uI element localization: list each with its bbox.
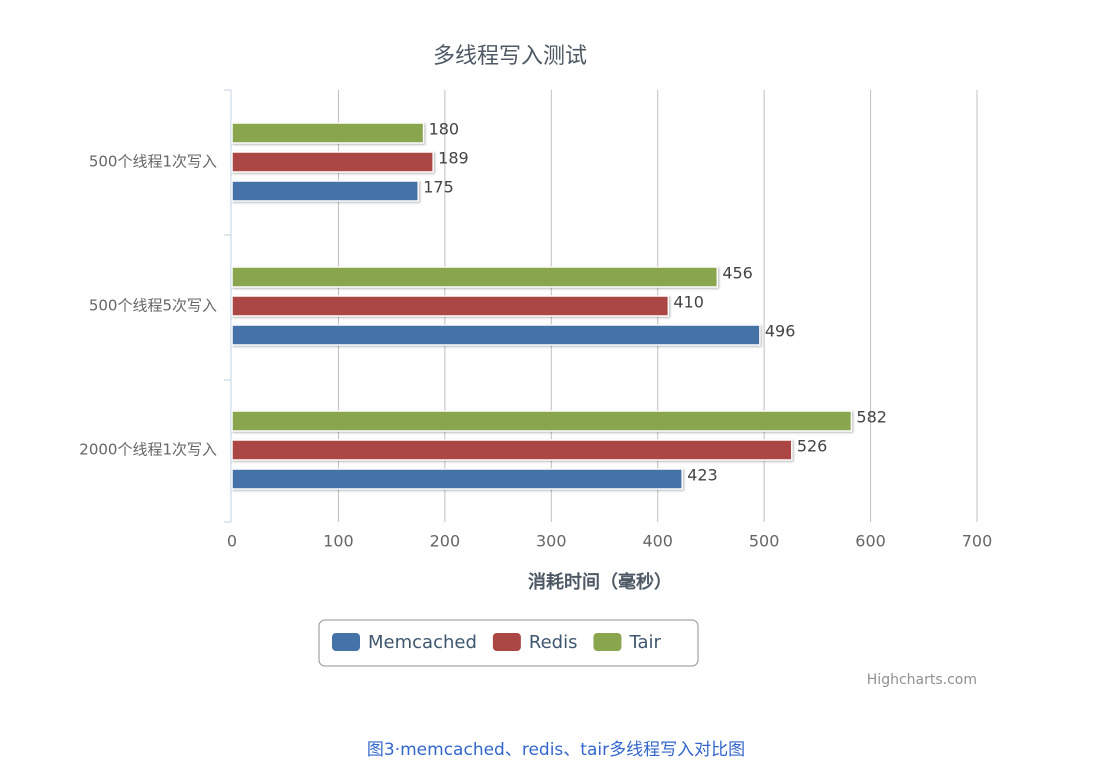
bar (231, 295, 670, 317)
data-label: 180 (429, 120, 460, 139)
bar (231, 180, 419, 202)
x-tick-label: 200 (430, 532, 461, 551)
data-label: 582 (856, 408, 887, 427)
credits: Highcharts.com (867, 672, 977, 688)
bar (231, 468, 683, 490)
legend-label: Redis (529, 632, 578, 653)
chart-title: 多线程写入测试 (433, 44, 587, 69)
data-label: 456 (722, 264, 753, 283)
bar (231, 439, 793, 461)
data-label: 423 (687, 466, 718, 485)
x-tick-label: 300 (536, 532, 567, 551)
bar (231, 151, 434, 173)
bar (231, 122, 425, 144)
x-tick-label: 400 (642, 532, 673, 551)
data-label: 496 (765, 322, 796, 341)
legend-swatch (332, 633, 360, 651)
bar (231, 266, 719, 288)
legend-label: Tair (628, 632, 661, 653)
legend-box (318, 619, 699, 667)
y-tick-label: 2000个线程1次写入 (79, 441, 217, 459)
bar (231, 324, 761, 346)
x-tick-label: 100 (323, 532, 354, 551)
x-tick-label: 600 (855, 532, 886, 551)
y-tick-label: 500个线程1次写入 (89, 153, 217, 171)
bar (231, 410, 853, 432)
caption: 图3·memcached、redis、tair多线程写入对比图 (367, 740, 745, 760)
legend-swatch (492, 633, 521, 651)
legend-swatch (593, 633, 622, 651)
legend-label: Memcached (368, 632, 477, 653)
x-tick-label: 700 (962, 532, 993, 551)
data-label: 410 (673, 293, 704, 312)
data-label: 526 (797, 437, 828, 456)
y-tick-label: 500个线程5次写入 (89, 297, 217, 315)
x-axis-title: 消耗时间（毫秒） (528, 571, 672, 593)
data-label: 189 (438, 149, 469, 168)
x-tick-label: 0 (227, 532, 237, 551)
data-label: 175 (423, 178, 454, 197)
x-tick-label: 500 (749, 532, 780, 551)
